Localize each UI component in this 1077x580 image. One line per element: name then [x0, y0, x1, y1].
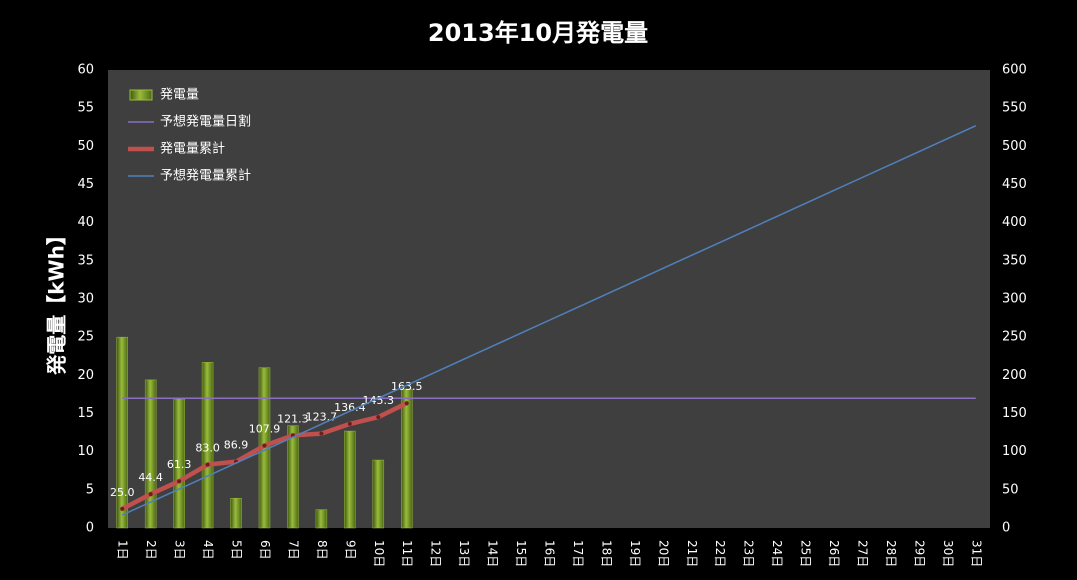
- y2-tick-label: 400: [1002, 215, 1027, 230]
- legend-swatch: [129, 89, 153, 101]
- bar: [201, 362, 214, 529]
- x-tick-label: 27日: [855, 540, 869, 567]
- x-tick-label: 28日: [884, 540, 898, 567]
- x-tick-label: 3日: [173, 540, 187, 560]
- y-tick-label: 35: [77, 253, 94, 268]
- x-tick-label: 12日: [429, 540, 443, 567]
- x-tick-label: 7日: [286, 540, 300, 560]
- y-tick-label: 60: [77, 63, 94, 78]
- data-label: 145.3: [363, 394, 395, 407]
- y-tick-label: 25: [77, 330, 94, 345]
- y2-tick-label: 250: [1002, 330, 1027, 345]
- x-tick-label: 2日: [144, 540, 158, 560]
- bar: [144, 379, 157, 529]
- x-tick-label: 4日: [201, 540, 215, 560]
- data-label: 163.5: [391, 380, 423, 393]
- line: [121, 125, 977, 516]
- y2-tick-label: 500: [1002, 139, 1027, 154]
- bar: [344, 430, 356, 529]
- data-label: 83.0: [195, 442, 220, 455]
- x-tick-label: 14日: [486, 540, 500, 567]
- marker: [120, 506, 125, 511]
- chart-title: 2013年10月発電量: [428, 19, 648, 47]
- x-tick-label: 11日: [400, 540, 414, 567]
- y2-tick-label: 600: [1002, 63, 1027, 78]
- y-tick-label: 5: [86, 482, 94, 497]
- legend-label: 発電量: [160, 88, 199, 103]
- x-tick-label: 21日: [685, 540, 699, 567]
- legend-label: 予想発電量日割: [160, 114, 251, 130]
- y-tick-label: 10: [77, 444, 94, 459]
- y-tick-label: 55: [77, 101, 94, 116]
- x-tick-label: 17日: [571, 540, 585, 567]
- y-tick-label: 40: [77, 215, 94, 230]
- y2-tick-label: 100: [1002, 444, 1027, 459]
- x-tick-label: 20日: [656, 540, 670, 567]
- marker: [262, 443, 267, 448]
- y2-tick-label: 550: [1002, 101, 1027, 116]
- bar: [116, 336, 128, 529]
- bar: [173, 398, 185, 529]
- data-label: 44.4: [138, 471, 163, 484]
- data-label: 86.9: [224, 439, 249, 452]
- bar: [372, 459, 385, 529]
- x-tick-label: 6日: [258, 540, 272, 560]
- x-tick-label: 29日: [912, 540, 926, 567]
- x-tick-label: 15日: [514, 540, 528, 567]
- data-label: 121.3: [277, 412, 309, 425]
- x-tick-label: 8日: [315, 540, 329, 560]
- y-axis-label: 発電量【kWh】: [45, 225, 69, 376]
- marker: [148, 492, 153, 497]
- x-tick-label: 9日: [343, 540, 357, 560]
- x-tick-label: 10日: [372, 540, 386, 567]
- y2-tick-label: 300: [1002, 292, 1027, 307]
- bar: [315, 509, 328, 529]
- y2-tick-label: 200: [1002, 368, 1027, 383]
- y-tick-label: 15: [77, 406, 94, 421]
- y2-tick-label: 50: [1002, 482, 1019, 497]
- bar: [287, 425, 299, 529]
- y2-tick-label: 0: [1002, 521, 1010, 536]
- marker: [205, 462, 210, 467]
- marker: [177, 479, 182, 484]
- y2-tick-label: 450: [1002, 177, 1027, 192]
- x-tick-label: 13日: [457, 540, 471, 567]
- data-label: 25.0: [110, 486, 135, 499]
- y-tick-label: 50: [77, 139, 94, 154]
- x-tick-label: 5日: [230, 540, 244, 560]
- legend-label: 発電量累計: [160, 141, 225, 157]
- data-label: 123.7: [306, 411, 338, 424]
- marker: [376, 415, 381, 420]
- x-tick-label: 23日: [742, 540, 756, 567]
- x-tick-label: 22日: [713, 540, 727, 567]
- x-tick-label: 19日: [628, 540, 642, 567]
- data-label: 136.4: [334, 401, 366, 414]
- marker: [347, 421, 352, 426]
- y2-tick-label: 150: [1002, 406, 1027, 421]
- bar: [230, 497, 242, 529]
- y2-tick-label: 350: [1002, 253, 1027, 268]
- marker: [404, 401, 409, 406]
- x-tick-label: 18日: [599, 540, 613, 567]
- y-tick-label: 45: [77, 177, 94, 192]
- data-label: 61.3: [167, 458, 192, 471]
- marker: [319, 431, 324, 436]
- x-tick-label: 26日: [827, 540, 841, 567]
- data-label: 107.9: [249, 423, 281, 436]
- y-tick-label: 0: [86, 521, 94, 536]
- y-tick-label: 30: [77, 292, 94, 307]
- y-tick-label: 20: [77, 368, 94, 383]
- x-tick-label: 31日: [969, 540, 983, 567]
- x-tick-label: 16日: [543, 540, 557, 567]
- x-tick-label: 25日: [799, 540, 813, 567]
- x-tick-label: 30日: [941, 540, 955, 567]
- legend-label: 予想発電量累計: [160, 168, 251, 184]
- x-tick-label: 24日: [770, 540, 784, 567]
- x-tick-label: 1日: [116, 540, 130, 560]
- bar: [400, 388, 413, 529]
